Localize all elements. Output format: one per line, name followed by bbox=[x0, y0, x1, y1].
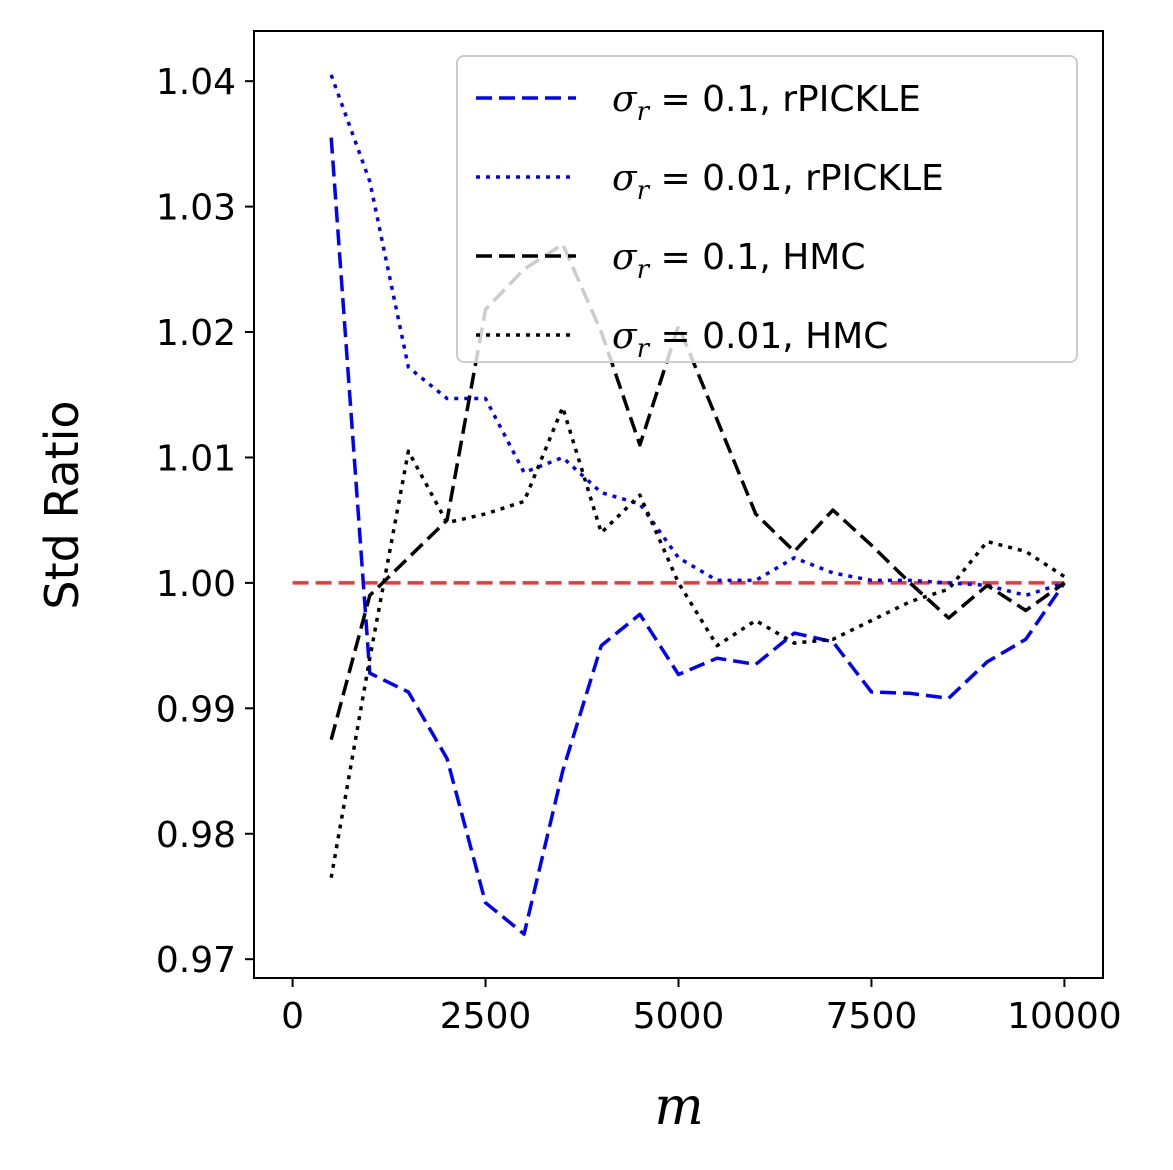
legend-label-1: σr = 0.1, rPICKLE bbox=[612, 79, 921, 127]
series-layer bbox=[292, 74, 1066, 936]
legend: σr = 0.1, rPICKLE σr = 0.01, rPICKLE σr = … bbox=[456, 55, 1078, 364]
x-tick-label: 10000 bbox=[1007, 996, 1122, 1037]
y-tick-label: 1.02 bbox=[156, 313, 236, 354]
y-tick-label: 0.99 bbox=[156, 689, 236, 730]
x-tick-label: 7500 bbox=[826, 996, 918, 1037]
x-axis-label: m bbox=[654, 1077, 703, 1137]
series-line-4 bbox=[329, 405, 1066, 879]
legend-label-4: σr = 0.01, HMC bbox=[612, 316, 888, 364]
y-axis-label: Std Ratio bbox=[35, 400, 89, 609]
legend-box bbox=[456, 55, 1078, 363]
x-tick-label: 5000 bbox=[633, 996, 725, 1037]
axis-layer: 0 2500 5000 7500 10000 0.97 0.98 0.99 1.00 1.01 1.… bbox=[156, 62, 1122, 1037]
x-tick-label: 2500 bbox=[440, 996, 532, 1037]
series-line-1 bbox=[329, 137, 1066, 936]
y-tick-label: 0.97 bbox=[156, 940, 236, 981]
y-tick-label: 1.01 bbox=[156, 438, 236, 479]
y-tick-label: 0.98 bbox=[156, 815, 236, 856]
y-tick-label: 1.03 bbox=[156, 188, 236, 229]
y-tick-label: 1.00 bbox=[156, 564, 236, 605]
legend-label-2: σr = 0.01, rPICKLE bbox=[612, 158, 944, 206]
x-tick-label: 0 bbox=[281, 996, 304, 1037]
legend-label-3: σr = 0.1, HMC bbox=[612, 237, 865, 285]
y-tick-label: 1.04 bbox=[156, 62, 236, 103]
